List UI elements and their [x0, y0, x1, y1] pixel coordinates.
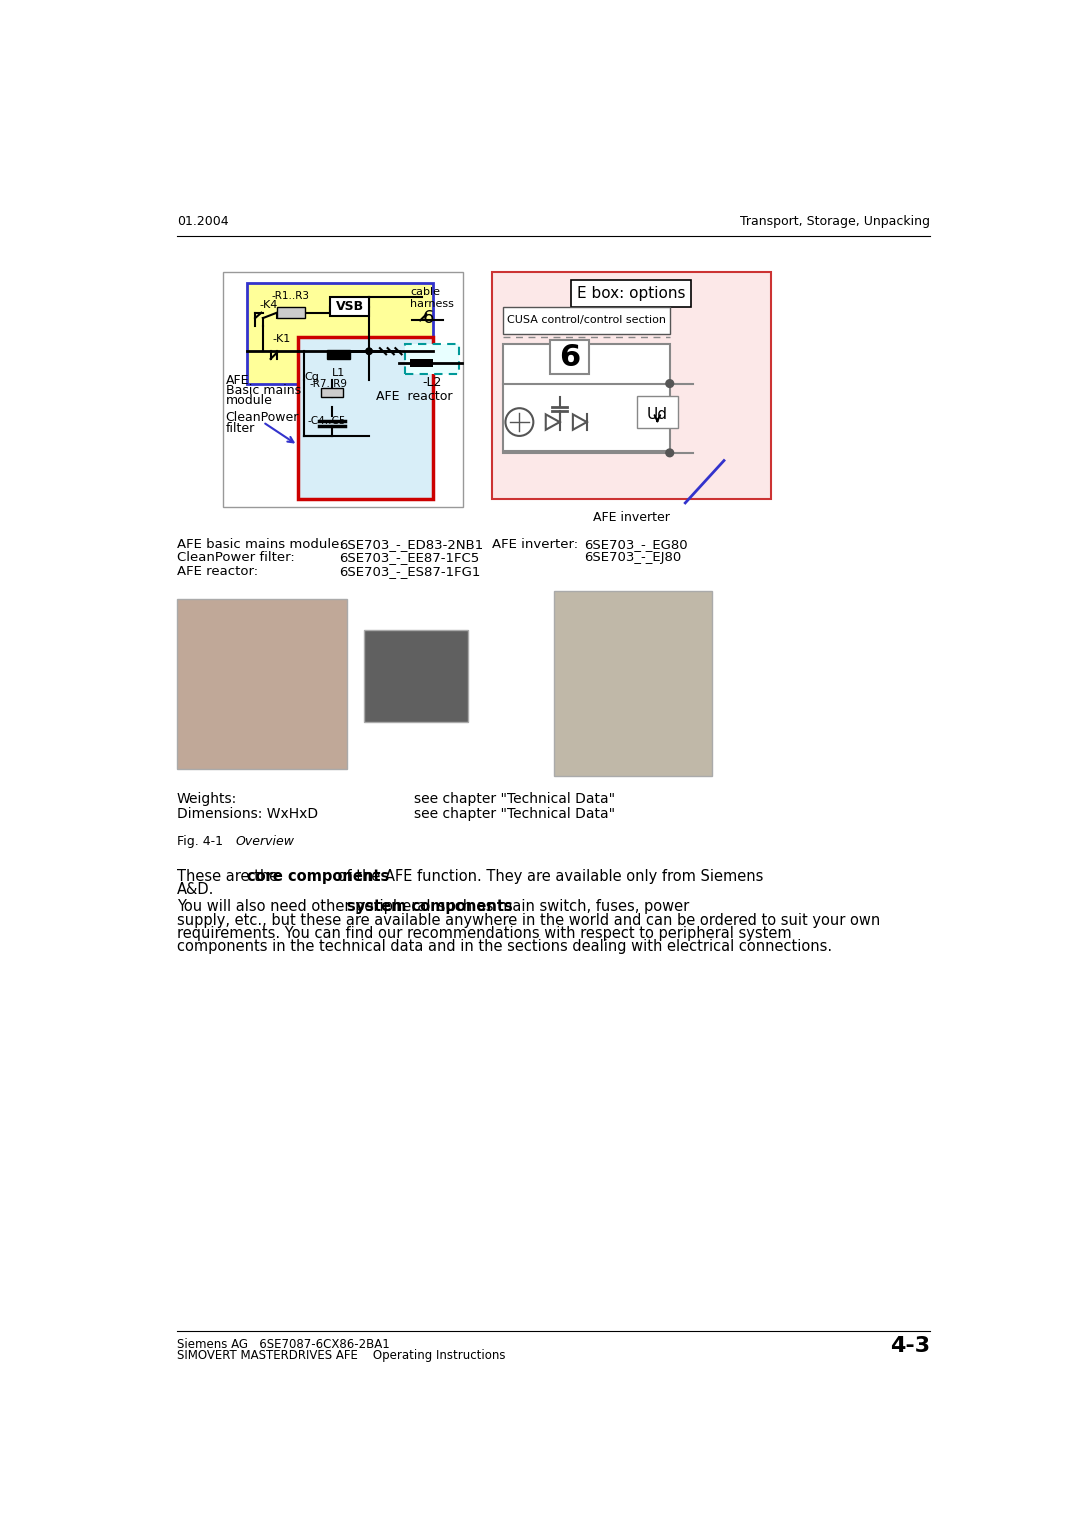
Text: -K1: -K1 — [273, 333, 292, 344]
Bar — [298, 338, 433, 500]
Text: 6SE703_-_ES87-1FG1: 6SE703_-_ES87-1FG1 — [339, 565, 481, 578]
Bar — [222, 272, 463, 507]
Text: 6SE703_-_ED83-2NB1: 6SE703_-_ED83-2NB1 — [339, 538, 484, 550]
Text: CUSA control/control section: CUSA control/control section — [508, 315, 666, 325]
Bar — [364, 630, 469, 723]
Text: -R7..R9: -R7..R9 — [309, 379, 348, 390]
Bar — [330, 298, 369, 316]
Text: CleanPower filter:: CleanPower filter: — [177, 552, 295, 564]
Bar — [321, 388, 342, 397]
Text: 4-3: 4-3 — [890, 1335, 930, 1355]
Bar — [177, 599, 348, 769]
Circle shape — [666, 380, 674, 388]
Text: E box: options: E box: options — [577, 286, 685, 301]
Text: components in the technical data and in the sections dealing with electrical con: components in the technical data and in … — [177, 938, 832, 953]
Bar — [327, 350, 350, 359]
Text: AFE inverter:: AFE inverter: — [491, 538, 578, 550]
Bar — [491, 272, 770, 500]
Bar — [276, 307, 305, 318]
Text: see chapter "Technical Data": see chapter "Technical Data" — [414, 792, 616, 805]
Circle shape — [366, 348, 373, 354]
Bar — [554, 591, 713, 776]
Text: see chapter "Technical Data": see chapter "Technical Data" — [414, 807, 616, 821]
Text: SIMOVERT MASTERDRIVES AFE    Operating Instructions: SIMOVERT MASTERDRIVES AFE Operating Inst… — [177, 1349, 505, 1361]
Text: -R1..R3: -R1..R3 — [271, 292, 309, 301]
Text: 6SE703_-_EG80: 6SE703_-_EG80 — [584, 538, 688, 550]
Text: core components: core components — [246, 868, 389, 883]
Text: requirements. You can find our recommendations with respect to peripheral system: requirements. You can find our recommend… — [177, 926, 792, 941]
Text: module: module — [226, 394, 272, 408]
Circle shape — [666, 449, 674, 457]
Text: AFE reactor:: AFE reactor: — [177, 565, 258, 578]
Text: Siemens AG   6SE7087-6CX86-2BA1: Siemens AG 6SE7087-6CX86-2BA1 — [177, 1339, 390, 1351]
Text: Basic mains: Basic mains — [226, 384, 301, 397]
Text: AFE inverter: AFE inverter — [593, 510, 670, 524]
Text: Transport, Storage, Unpacking: Transport, Storage, Unpacking — [740, 215, 930, 228]
Text: 6: 6 — [422, 309, 434, 327]
Bar — [405, 344, 459, 374]
Text: Fig. 4-1: Fig. 4-1 — [177, 834, 222, 848]
Text: These are the: These are the — [177, 868, 283, 883]
Text: -C4..C5: -C4..C5 — [308, 416, 347, 426]
Bar — [247, 284, 433, 384]
Text: VSB: VSB — [336, 299, 364, 313]
Text: AFE: AFE — [226, 374, 249, 387]
Text: AFE basic mains module:: AFE basic mains module: — [177, 538, 343, 550]
Text: 6: 6 — [559, 342, 580, 371]
Text: supply, etc., but these are available anywhere in the world and can be ordered t: supply, etc., but these are available an… — [177, 912, 880, 927]
Text: 01.2004: 01.2004 — [177, 215, 229, 228]
Text: 6SE703_-_EE87-1FC5: 6SE703_-_EE87-1FC5 — [339, 552, 480, 564]
Text: cable
harness: cable harness — [410, 287, 454, 309]
Bar — [637, 396, 677, 428]
Text: of the AFE function. They are available only from Siemens: of the AFE function. They are available … — [333, 868, 762, 883]
Bar — [503, 344, 670, 451]
Text: -K4: -K4 — [259, 299, 278, 310]
Text: such as main switch, fuses, power: such as main switch, fuses, power — [433, 900, 689, 914]
Text: -L2: -L2 — [422, 376, 442, 388]
Text: Ud: Ud — [647, 406, 667, 422]
Circle shape — [366, 348, 373, 354]
Text: A&D.: A&D. — [177, 882, 214, 897]
Text: filter: filter — [226, 422, 255, 435]
Text: 6SE703_-_EJ80: 6SE703_-_EJ80 — [584, 552, 681, 564]
Text: system components: system components — [348, 900, 513, 914]
Text: CleanPower: CleanPower — [226, 411, 299, 425]
Text: Dimensions: WxHxD: Dimensions: WxHxD — [177, 807, 318, 821]
Text: Weights:: Weights: — [177, 792, 238, 805]
Text: L1: L1 — [333, 368, 346, 377]
Text: You will also need other peripheral: You will also need other peripheral — [177, 900, 435, 914]
Bar — [503, 307, 670, 333]
Bar — [410, 359, 433, 367]
Bar — [551, 341, 590, 374]
Text: Cg: Cg — [303, 371, 319, 382]
Text: Overview: Overview — [235, 834, 295, 848]
Text: AFE  reactor: AFE reactor — [376, 390, 453, 403]
